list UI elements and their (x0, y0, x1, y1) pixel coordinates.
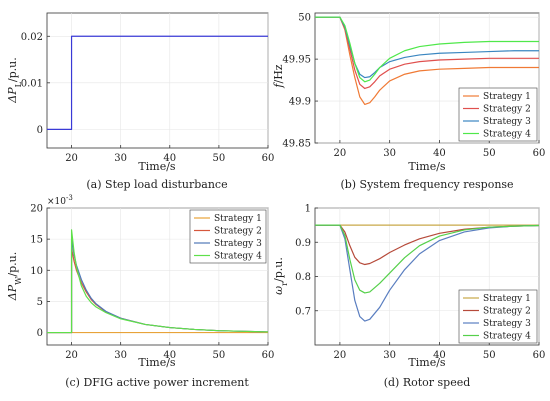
panel-a: 20 30 40 50 60 0 0.01 0.02 Time/s ΔPL/p.u. (a)… (6, 12, 275, 191)
x-tick-label: 30 (383, 148, 396, 159)
x-tick-label: 30 (114, 350, 127, 361)
x-tick-label: 20 (65, 153, 78, 164)
x-tick-label: 40 (163, 153, 176, 164)
x-tick-label: 50 (213, 350, 226, 361)
x-tick-label: 60 (262, 153, 275, 164)
y-tick-label: 0.9 (295, 238, 311, 249)
panel-c: 20 30 40 50 60 0 5 10 15 20 Strategy 1 Strategy 2… (6, 194, 274, 389)
panel-d: 20 30 40 50 60 0.7 0.8 0.9 1 Strategy 1 Strategy… (272, 204, 545, 390)
x-tick-label: 20 (334, 350, 347, 361)
y-tick-label: 20 (30, 204, 43, 215)
y-tick-label: 49.85 (282, 139, 311, 150)
legend-label: Strategy 1 (214, 214, 262, 224)
series-line-4 (315, 224, 540, 294)
y-exponent-c: ×10-3 (47, 194, 73, 207)
legend-box (458, 87, 538, 142)
series-line-1 (315, 16, 539, 106)
x-tick-label: 60 (533, 148, 546, 159)
y-tick-label: 0 (37, 125, 43, 136)
legend-label: Strategy 4 (483, 332, 531, 342)
plot-area-a (46, 12, 269, 149)
x-tick-label: 50 (483, 350, 496, 361)
legend-label: Strategy 1 (483, 294, 531, 304)
series-line-4 (315, 16, 539, 83)
x-axis-label-a: Time/s (138, 160, 176, 173)
legend-label: Strategy 4 (483, 130, 531, 140)
y-tick-label: 15 (30, 235, 43, 246)
y-tick-label: 50 (298, 13, 311, 24)
panel-b: 20 30 40 50 60 49.85 49.9 49.95 50 Strategy 1 St… (272, 12, 546, 191)
y-tick-label: 0 (37, 328, 43, 339)
y-axis-label-a: ΔPL/p.u. (6, 57, 23, 104)
y-tick-label: 0.02 (21, 32, 43, 43)
y-axis-label-d: ωr/p.u. (272, 257, 289, 295)
y-tick-label: 0.01 (21, 78, 43, 89)
x-axis-label-b: Time/s (408, 160, 446, 173)
x-tick-label: 40 (433, 148, 446, 159)
x-tick-label: 40 (433, 350, 446, 361)
legend-label: Strategy 2 (214, 227, 262, 237)
x-tick-label: 30 (383, 350, 396, 361)
legend-label: Strategy 3 (483, 117, 531, 127)
x-axis-label-d: Time/s (408, 356, 446, 369)
series-line-1 (47, 35, 268, 130)
x-tick-label: 30 (114, 153, 127, 164)
series-line-2 (315, 16, 539, 90)
x-tick-label: 60 (533, 350, 546, 361)
y-axis-label-b: f/Hz (272, 64, 285, 88)
x-tick-label: 20 (65, 350, 78, 361)
series-line-3 (315, 224, 540, 322)
legend-label: Strategy 2 (483, 307, 531, 317)
x-tick-label: 50 (483, 148, 496, 159)
y-tick-label: 49.95 (282, 55, 311, 66)
y-tick-label: 49.9 (289, 97, 311, 108)
caption-d: (d) Rotor speed (384, 376, 471, 389)
legend-box (458, 289, 538, 344)
y-tick-label: 5 (37, 297, 43, 308)
y-axis-label-c: ΔPW/p.u. (6, 252, 23, 301)
legend-label: Strategy 1 (483, 92, 531, 102)
legend-label: Strategy 3 (214, 239, 262, 249)
legend-label: Strategy 3 (483, 319, 531, 329)
caption-c: (c) DFIG active power increment (65, 376, 249, 389)
legend-label: Strategy 4 (214, 252, 262, 262)
caption-a: (a) Step load disturbance (86, 178, 227, 191)
caption-b: (b) System frequency response (340, 178, 513, 191)
y-tick-label: 0.7 (295, 306, 311, 317)
series-line-4 (47, 229, 269, 334)
legend-label: Strategy 2 (483, 105, 531, 115)
x-tick-label: 60 (262, 350, 275, 361)
x-tick-label: 50 (213, 153, 226, 164)
x-axis-label-c: Time/s (138, 356, 176, 369)
x-tick-label: 20 (334, 148, 347, 159)
legend-box (189, 209, 267, 264)
y-tick-label: 0.8 (295, 272, 311, 283)
y-tick-label: 10 (30, 266, 43, 277)
x-tick-label: 40 (163, 350, 176, 361)
y-tick-label: 1 (305, 204, 311, 215)
